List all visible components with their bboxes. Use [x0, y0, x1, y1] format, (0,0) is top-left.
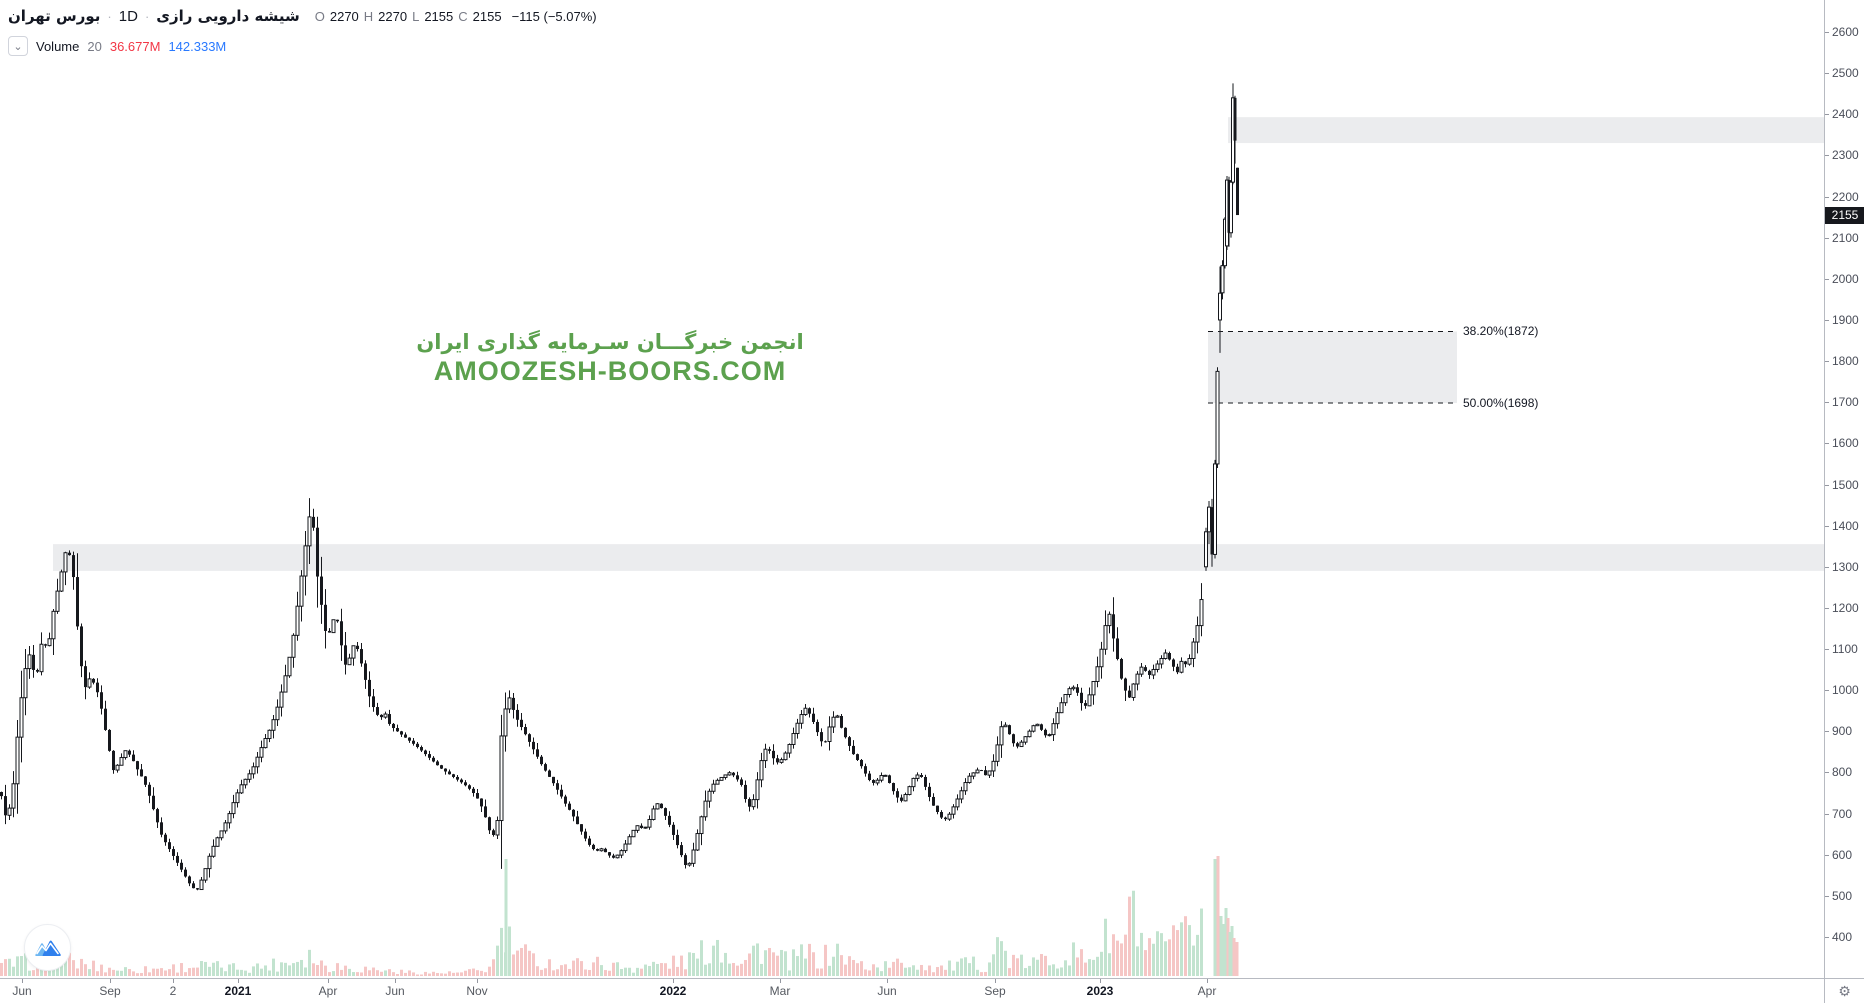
- time-tick: [780, 979, 781, 983]
- price-tick: 1100: [1825, 642, 1864, 656]
- price-tick: 2200: [1825, 190, 1864, 204]
- open-value: 2270: [329, 8, 359, 24]
- low-label: L: [412, 8, 420, 24]
- time-label-Sep: Sep: [99, 984, 121, 998]
- symbol-name[interactable]: شیشه دارویی رازی: [156, 7, 300, 25]
- time-tick: [995, 979, 996, 983]
- fib-level-label: 50.00%(1698): [1463, 396, 1539, 411]
- price-tick: 700: [1825, 807, 1864, 821]
- price-tick: 2500: [1825, 66, 1864, 80]
- exchange-name: بورس تهران: [8, 7, 101, 25]
- time-tick: [173, 979, 174, 983]
- volume-bars: [0, 856, 1239, 976]
- upper-supply-zone[interactable]: [1228, 117, 1824, 144]
- high-label: H: [363, 8, 374, 24]
- price-axis[interactable]: 2155 400 500 600 700 800 900 1000 1100 1200 1300 1…: [1824, 0, 1864, 978]
- time-tick: [238, 979, 239, 983]
- time-tick: [477, 979, 478, 983]
- change-value: −115 (−5.07%): [511, 8, 597, 24]
- separator-dot: ·: [107, 8, 112, 24]
- chevron-down-icon[interactable]: ⌄: [8, 36, 28, 56]
- price-tick: 400: [1825, 930, 1864, 944]
- time-label-Sep: Sep: [984, 984, 1006, 998]
- close-label: C: [458, 8, 468, 24]
- time-tick: [887, 979, 888, 983]
- indicator-param: 20: [87, 38, 102, 54]
- time-label-2023: 2023: [1086, 984, 1114, 998]
- close-value: 2155: [472, 8, 502, 24]
- time-label-Mar: Mar: [769, 984, 791, 998]
- price-tick: 1000: [1825, 683, 1864, 697]
- time-tick: [395, 979, 396, 983]
- time-tick: [1207, 979, 1208, 983]
- time-axis[interactable]: Jun Sep 2 2021 Apr Jun Nov 2022 Mar Jun Sep 2023 Apr: [0, 978, 1824, 1003]
- time-label-2021: 2021: [224, 984, 252, 998]
- price-tick: 2300: [1825, 148, 1864, 162]
- chart-pane[interactable]: انجمن خبرگـــان سـرمایه گذاری ایران AMOO…: [0, 0, 1824, 978]
- indicator-row: ⌄ Volume 20 36.677M 142.333M: [8, 36, 597, 56]
- time-label-Jun: Jun: [385, 984, 405, 998]
- gear-icon: ⚙: [1838, 983, 1851, 999]
- price-tick: 1600: [1825, 436, 1864, 450]
- separator-dot: ·: [144, 8, 150, 24]
- time-tick: [328, 979, 329, 983]
- time-tick: [110, 979, 111, 983]
- open-label: O: [314, 8, 325, 24]
- price-tick: 1500: [1825, 478, 1864, 492]
- lower-supply-zone[interactable]: [53, 544, 1824, 571]
- symbol-row[interactable]: بورس تهران · 1D · شیشه دارویی رازی O 2270…: [8, 5, 597, 27]
- time-label-Jun: Jun: [877, 984, 897, 998]
- price-tick: 1900: [1825, 313, 1864, 327]
- high-value: 2270: [378, 8, 408, 24]
- fib-level-label: 38.20%(1872): [1463, 324, 1539, 339]
- time-tick: [22, 979, 23, 983]
- indicator-name[interactable]: Volume: [36, 38, 80, 54]
- legend: بورس تهران · 1D · شیشه دارویی رازی O 2270…: [8, 5, 597, 56]
- broker-logo-button[interactable]: [24, 924, 71, 971]
- price-tick: 500: [1825, 889, 1864, 903]
- time-label-2022: 2022: [659, 984, 687, 998]
- axis-settings-button[interactable]: ⚙: [1824, 978, 1864, 1003]
- price-tick: 1200: [1825, 601, 1864, 615]
- fib-retracement-zone[interactable]: [1208, 331, 1457, 404]
- price-tick: 900: [1825, 724, 1864, 738]
- price-tick: 2000: [1825, 272, 1864, 286]
- time-label-Apr: Apr: [318, 984, 338, 998]
- low-value: 2155: [424, 8, 454, 24]
- time-tick: [1100, 979, 1101, 983]
- candles: [0, 83, 1239, 891]
- candlestick-chart[interactable]: [0, 0, 1824, 978]
- timeframe-label[interactable]: 1D: [118, 7, 138, 25]
- price-tick: 1300: [1825, 560, 1864, 574]
- price-tick: 800: [1825, 765, 1864, 779]
- price-tick: 1400: [1825, 519, 1864, 533]
- time-label-2: 2: [169, 984, 177, 998]
- price-tick: 2100: [1825, 231, 1864, 245]
- mountain-logo-icon: [34, 940, 61, 956]
- time-tick: [673, 979, 674, 983]
- price-tick: 600: [1825, 848, 1864, 862]
- time-label-Jun: Jun: [12, 984, 32, 998]
- ohlc-values: O 2270 H 2270 L 2155 C 2155: [315, 9, 502, 24]
- last-price-badge: 2155: [1825, 206, 1864, 224]
- time-label-Apr: Apr: [1197, 984, 1217, 998]
- price-tick: 1800: [1825, 354, 1864, 368]
- indicator-value-blue: 142.333M: [168, 38, 227, 54]
- time-label-Nov: Nov: [466, 984, 488, 998]
- indicator-value-red: 36.677M: [109, 38, 161, 54]
- price-tick: 2400: [1825, 107, 1864, 121]
- price-tick: 2600: [1825, 25, 1864, 39]
- price-tick: 1700: [1825, 395, 1864, 409]
